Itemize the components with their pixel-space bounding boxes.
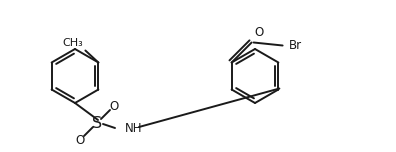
Text: CH₃: CH₃ xyxy=(63,38,84,47)
Text: NH: NH xyxy=(125,121,143,135)
Text: O: O xyxy=(109,100,119,112)
Text: Br: Br xyxy=(289,39,302,52)
Text: S: S xyxy=(92,116,102,131)
Text: O: O xyxy=(255,26,264,38)
Text: O: O xyxy=(75,133,85,147)
